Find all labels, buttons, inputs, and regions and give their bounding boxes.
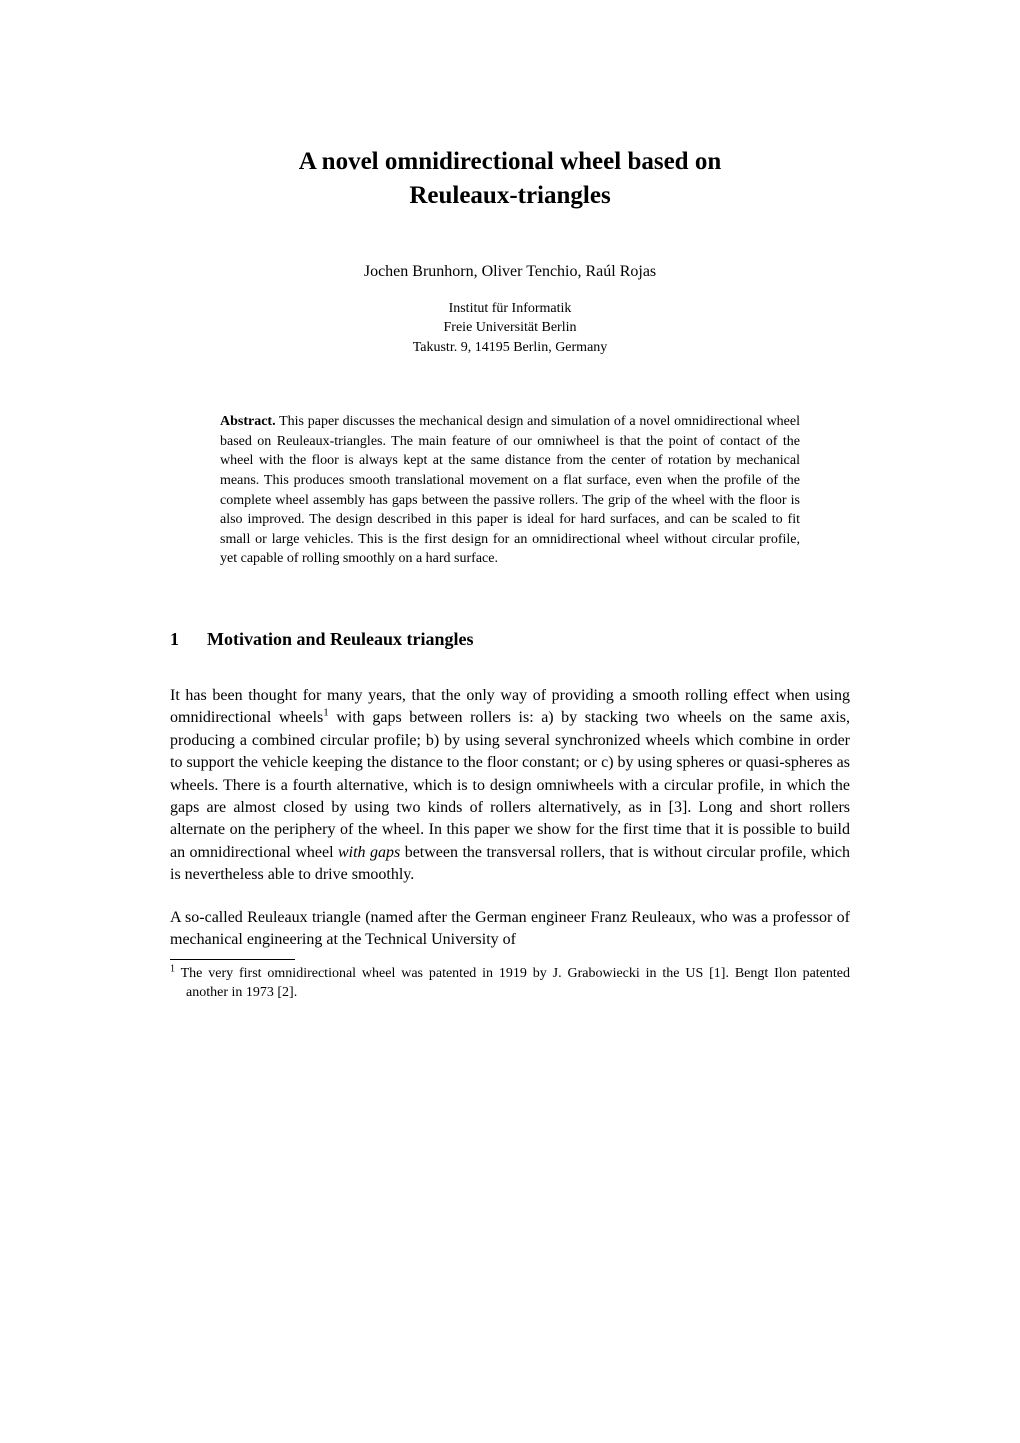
abstract: Abstract. This paper discusses the mecha… — [220, 412, 800, 569]
body-paragraph-2: A so-called Reuleaux triangle (named aft… — [170, 907, 850, 952]
paper-title: A novel omnidirectional wheel based on R… — [170, 145, 850, 213]
affiliation: Institut für Informatik Freie Universitä… — [170, 299, 850, 358]
body-p1-part-b: with gaps between rollers is: a) by stac… — [170, 709, 850, 860]
footnote-text: The very first omnidirectional wheel was… — [175, 966, 850, 1000]
footnote-rule — [170, 959, 295, 960]
abstract-text: This paper discusses the mechanical desi… — [220, 414, 800, 566]
title-line-2: Reuleaux-triangles — [409, 182, 610, 209]
authors: Jochen Brunhorn, Oliver Tenchio, Raúl Ro… — [170, 263, 850, 281]
footnote: 1 The very first omnidirectional wheel w… — [170, 965, 850, 1003]
section-heading: 1 Motivation and Reuleaux triangles — [170, 629, 850, 650]
body-p1-italic: with gaps — [338, 844, 400, 861]
body-paragraph-1: It has been thought for many years, that… — [170, 685, 850, 887]
abstract-label: Abstract. — [220, 414, 276, 429]
affiliation-line-2: Freie Universität Berlin — [444, 320, 577, 335]
section-number: 1 — [170, 629, 179, 649]
affiliation-line-1: Institut für Informatik — [449, 301, 572, 316]
title-line-1: A novel omnidirectional wheel based on — [299, 148, 722, 175]
section-title: Motivation and Reuleaux triangles — [207, 629, 474, 649]
affiliation-line-3: Takustr. 9, 14195 Berlin, Germany — [413, 340, 608, 355]
